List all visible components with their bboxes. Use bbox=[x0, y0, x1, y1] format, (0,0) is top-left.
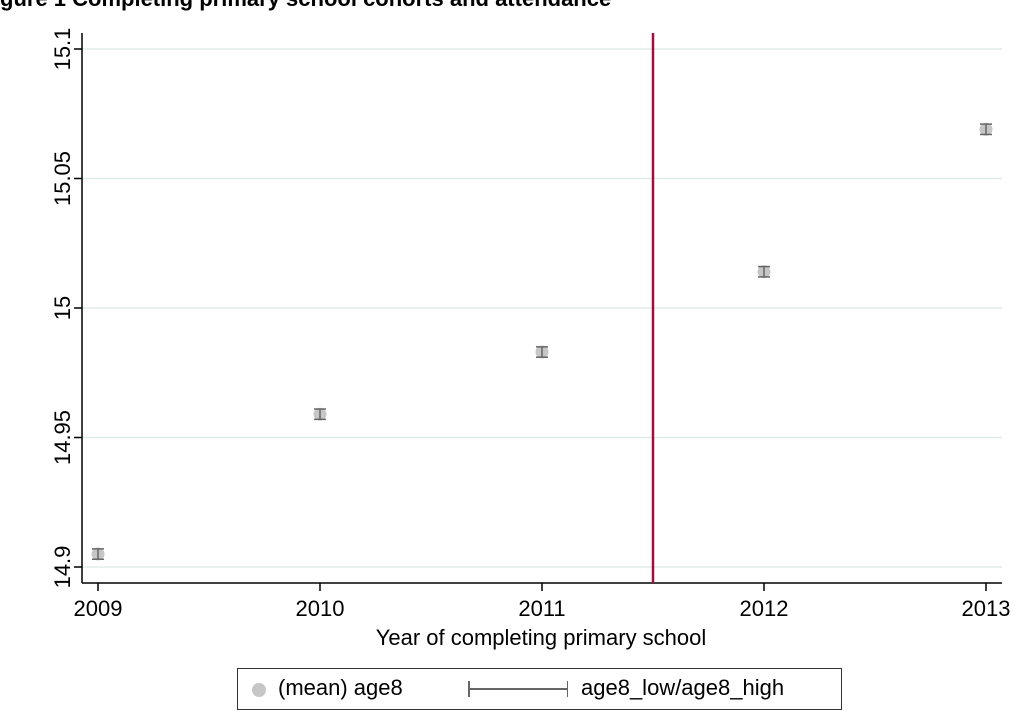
y-tick-label: 15.05 bbox=[50, 151, 75, 206]
legend-label-ci: age8_low/age8_high bbox=[581, 675, 785, 700]
x-tick-label: 2010 bbox=[296, 596, 345, 621]
x-tick-label: 2013 bbox=[962, 596, 1011, 621]
chart-title: gure 1 Completing primary school cohorts… bbox=[0, 0, 611, 12]
x-tick-label: 2011 bbox=[518, 596, 565, 621]
legend-label-mean: (mean) age8 bbox=[278, 675, 403, 700]
y-tick-label: 15.1 bbox=[50, 28, 75, 71]
y-tick-label: 14.95 bbox=[50, 410, 75, 465]
x-axis-title: Year of completing primary school bbox=[376, 625, 707, 650]
y-tick-label: 15 bbox=[50, 296, 75, 320]
x-tick-label: 2012 bbox=[740, 596, 789, 621]
legend-marker-ci bbox=[468, 681, 568, 697]
y-tick-label: 14.9 bbox=[50, 546, 75, 589]
chart-svg: 14.9 14.95 15 15.05 15.1 2009 2010 2011 2012 2013… bbox=[50, 28, 1011, 650]
x-tick-label: 2009 bbox=[74, 596, 123, 621]
legend: (mean) age8 age8_low/age8_high bbox=[237, 668, 842, 710]
legend-marker-mean bbox=[252, 683, 266, 697]
